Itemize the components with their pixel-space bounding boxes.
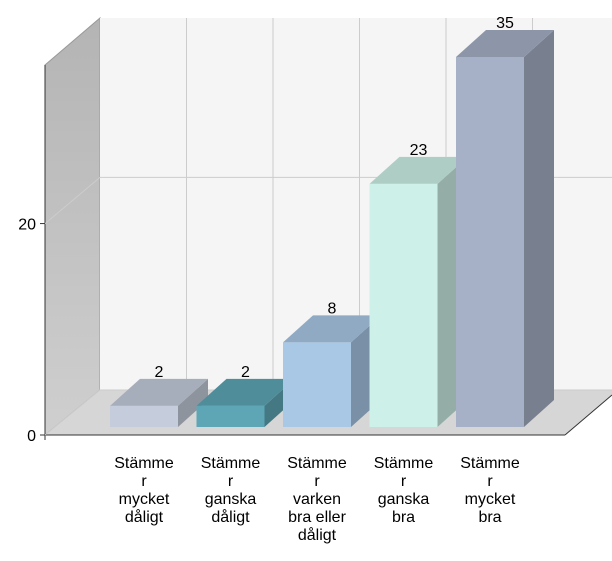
bar-top <box>110 378 208 406</box>
x-tick-label-line: dåligt <box>298 526 337 544</box>
x-tick-label-line: ganska <box>378 491 430 508</box>
x-tick-label-line: dåligt <box>211 508 250 526</box>
x-tick-label-line: Stämme <box>460 455 520 472</box>
x-tick-label-line: bra <box>392 509 415 526</box>
bar-top <box>283 315 381 343</box>
bar-top <box>456 30 554 57</box>
x-tick-label-line: Stämme <box>287 455 347 472</box>
y-tick-label: 0 <box>27 428 36 445</box>
bar-front <box>196 405 265 427</box>
x-tick-label-line: Stämme <box>201 455 261 472</box>
y-tick-label: 20 <box>18 217 36 234</box>
x-tick-label-line: r <box>314 473 320 490</box>
x-tick-label: Stämme r varken bra eller dåligt <box>287 455 347 544</box>
x-tick-label-line: mycket <box>465 491 516 508</box>
bar-side <box>178 378 208 427</box>
x-tick-label: Stämme r mycket dåligt <box>114 455 174 526</box>
x-tick-label-line: r <box>487 473 493 490</box>
bar-top <box>369 156 468 184</box>
bar <box>110 378 208 427</box>
x-tick-label-line: r <box>228 473 234 490</box>
bar <box>456 30 554 427</box>
bar-front <box>369 183 438 427</box>
x-tick-label-line: bra eller <box>288 509 346 526</box>
x-tick-label: Stämme r ganska bra <box>374 455 434 526</box>
bar-side <box>524 30 554 427</box>
x-tick-label-line: ganska <box>205 491 257 508</box>
x-tick-label-line: bra <box>478 509 501 526</box>
data-label: 8 <box>328 300 337 317</box>
x-tick-label: Stämme r ganska dåligt <box>201 455 261 526</box>
bar-front <box>456 57 524 427</box>
x-tick-label-line: mycket <box>119 491 170 508</box>
bar-front <box>110 405 178 427</box>
data-label: 2 <box>241 364 250 381</box>
x-tick-label-line: varken <box>293 491 341 508</box>
x-tick-label-line: Stämme <box>114 455 174 472</box>
floor-edge <box>564 394 612 436</box>
data-label: 35 <box>496 15 514 32</box>
data-label: 23 <box>410 142 428 159</box>
x-tick-label: Stämme r mycket bra <box>460 455 520 526</box>
data-label: 2 <box>155 364 164 381</box>
x-tick-label-line: dåligt <box>125 508 164 526</box>
x-tick-label-line: Stämme <box>374 455 434 472</box>
left-wall <box>44 16 101 437</box>
x-tick-label-line: r <box>401 473 407 490</box>
bar-front <box>283 342 351 427</box>
bar <box>283 315 381 427</box>
bar <box>369 156 468 427</box>
bar-top <box>196 378 295 406</box>
x-tick-label-line: r <box>141 473 147 490</box>
